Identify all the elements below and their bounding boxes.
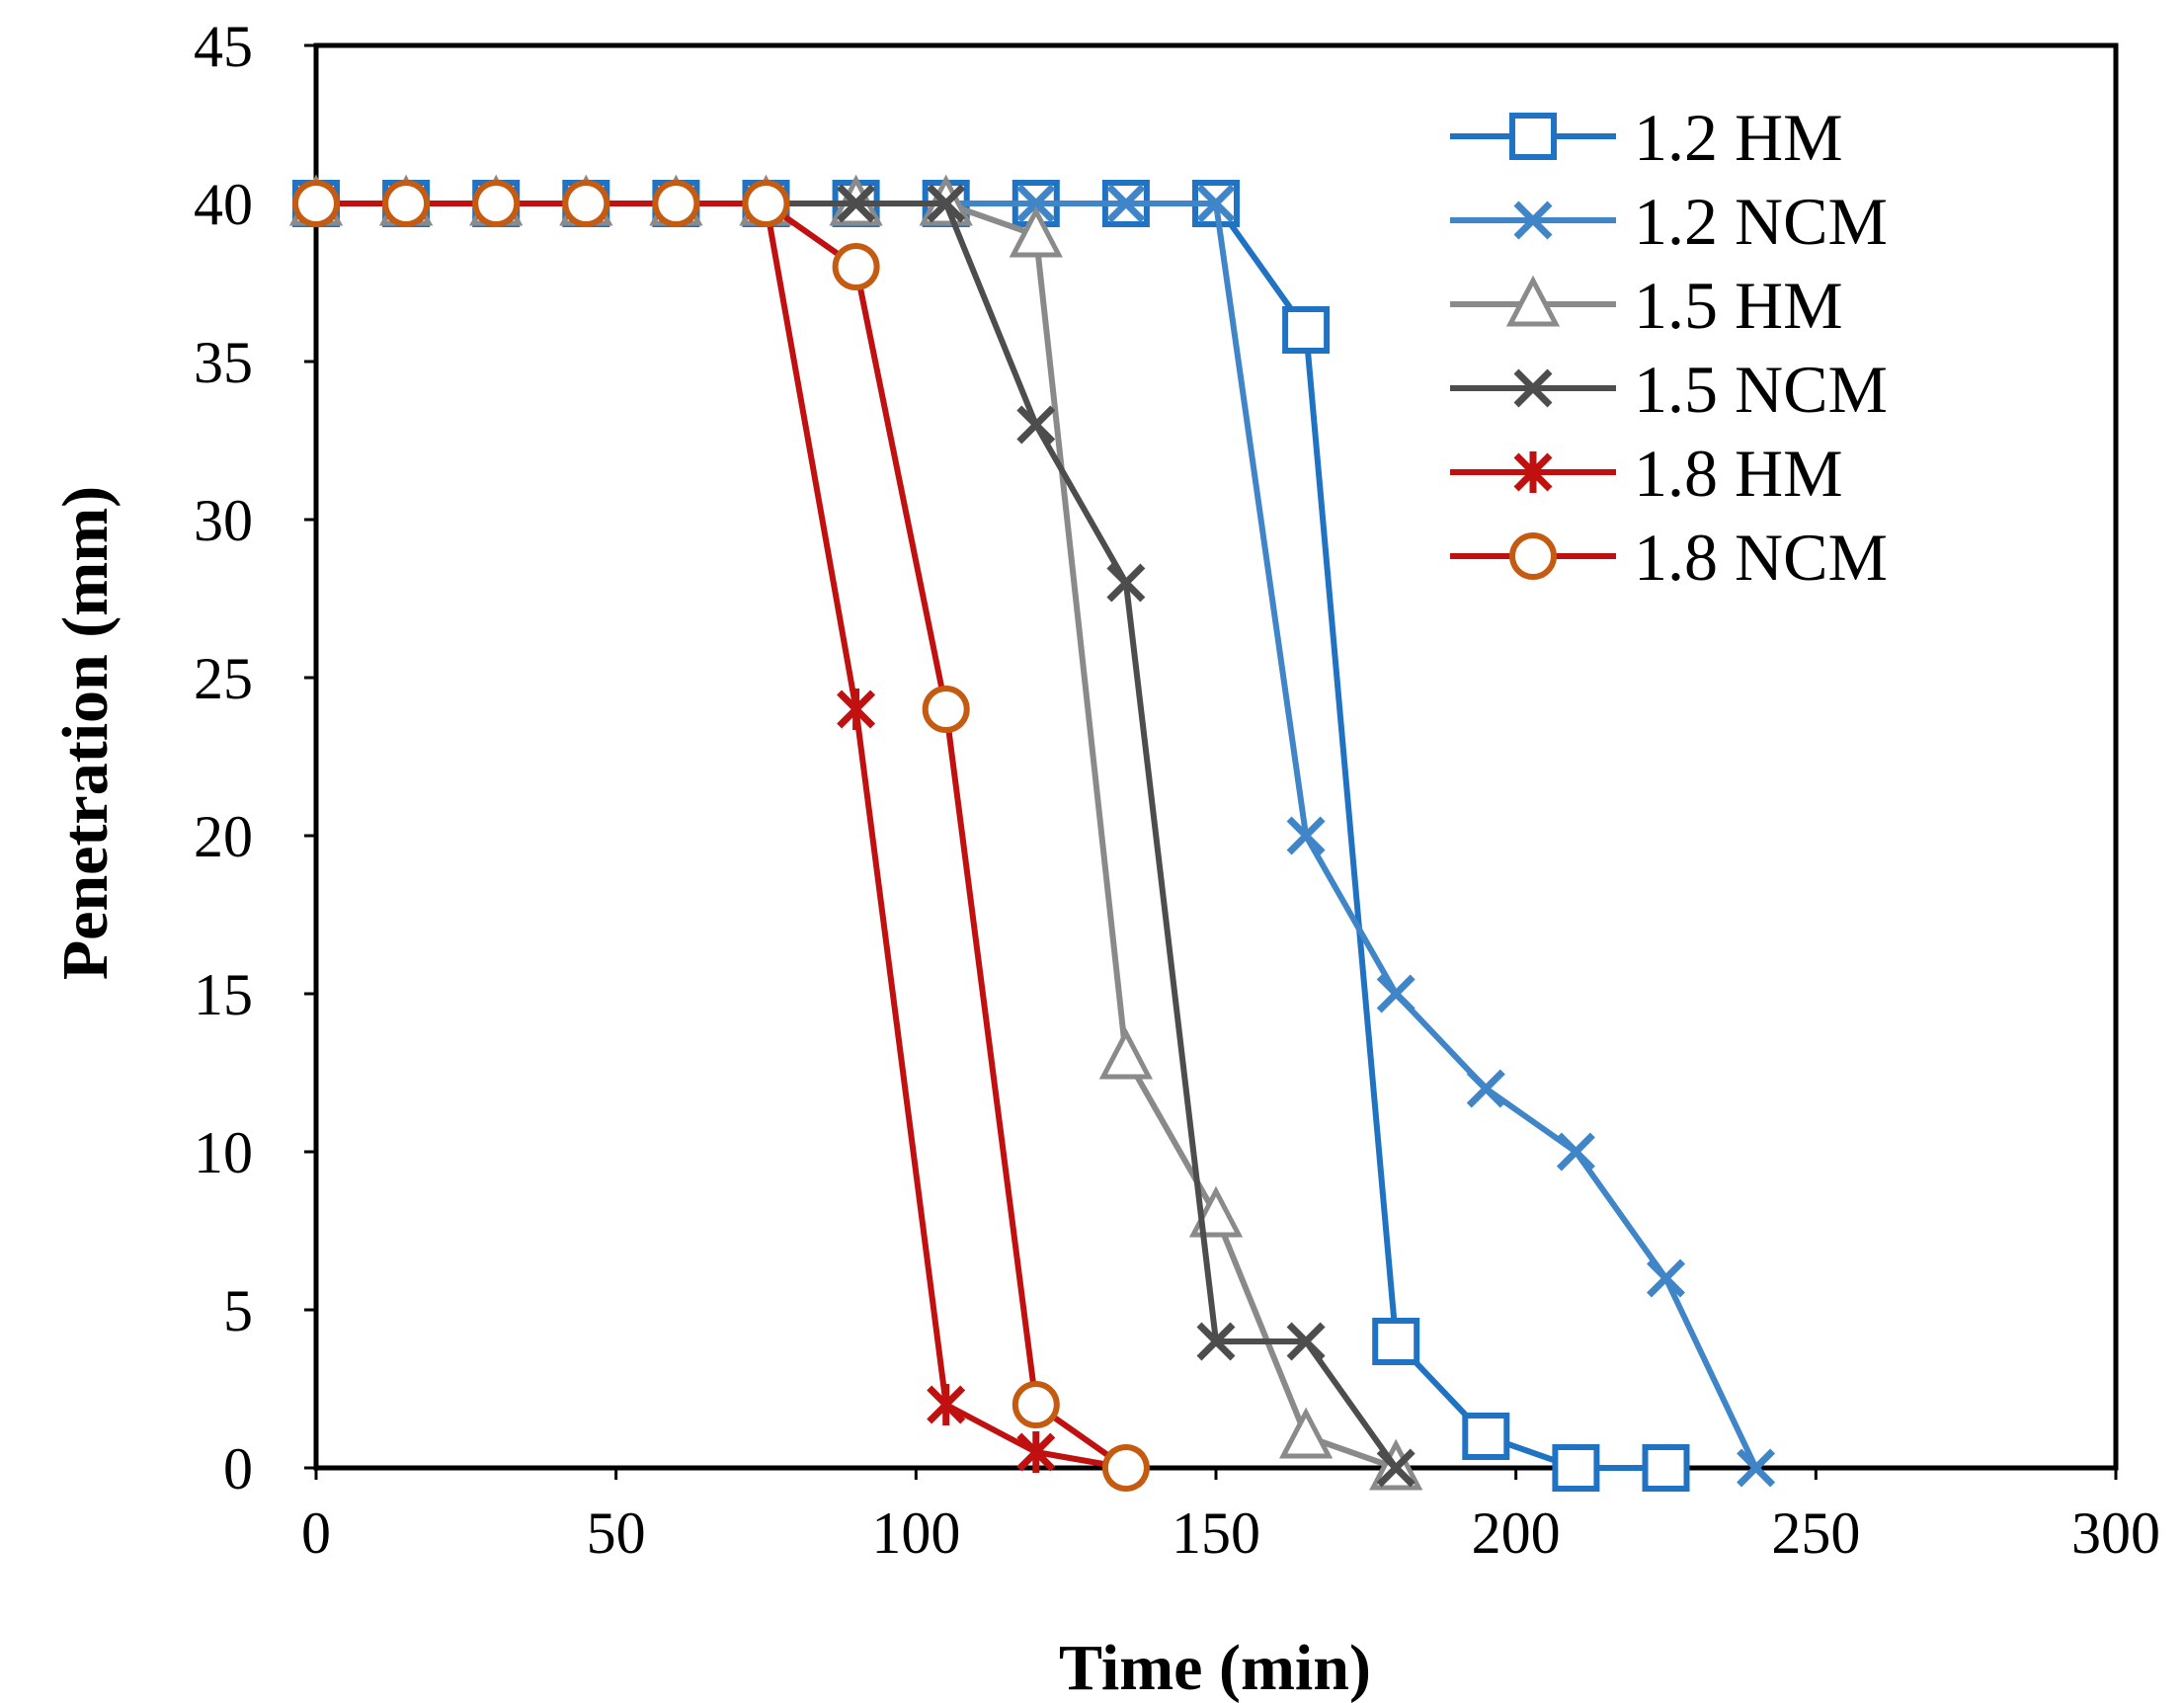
y-tick-label: 35 bbox=[194, 330, 253, 395]
data-point bbox=[1282, 306, 1331, 354]
data-point bbox=[1016, 1431, 1056, 1473]
data-point bbox=[1286, 816, 1326, 855]
y-tick-label: 40 bbox=[194, 172, 253, 237]
x-axis-title: Time (min) bbox=[1059, 1632, 1371, 1703]
y-tick-label: 5 bbox=[223, 1278, 253, 1343]
legend-swatch-marker bbox=[1513, 368, 1553, 408]
y-tick-label: 45 bbox=[194, 14, 253, 79]
y-tick-label: 20 bbox=[194, 804, 253, 869]
data-point bbox=[1556, 1132, 1595, 1172]
data-point bbox=[1196, 184, 1236, 223]
series-line bbox=[316, 201, 1128, 1471]
data-point bbox=[1376, 1448, 1416, 1488]
data-point bbox=[1106, 563, 1146, 603]
y-tick-label: 30 bbox=[194, 488, 253, 553]
data-point bbox=[1462, 1413, 1510, 1460]
data-point bbox=[1011, 1381, 1060, 1428]
legend-label: 1.8 NCM bbox=[1634, 520, 1888, 595]
data-point bbox=[1098, 1027, 1154, 1080]
x-tick-label: 250 bbox=[1771, 1500, 1860, 1566]
data-point bbox=[742, 180, 790, 227]
legend-label: 1.5 NCM bbox=[1634, 352, 1888, 427]
x-tick-label: 300 bbox=[2071, 1500, 2160, 1566]
data-point bbox=[1372, 1318, 1420, 1365]
x-tick-label: 0 bbox=[301, 1500, 331, 1566]
data-point bbox=[292, 180, 340, 227]
data-point bbox=[652, 180, 700, 227]
data-point bbox=[1642, 1444, 1690, 1492]
data-point bbox=[1737, 1448, 1776, 1488]
data-point bbox=[1278, 1407, 1334, 1459]
legend-label: 1.8 HM bbox=[1634, 436, 1843, 511]
legend-swatch-marker bbox=[1509, 532, 1557, 580]
axes: 0 50 100 150 200 250 300 0 5 10 15 20 25 30 35 40 45 bbox=[194, 14, 2160, 1566]
legend: 1.2 HM 1.2 NCM 1.5 HM 1.5 NCM 1.8 HM 1.8 NCM bbox=[1450, 100, 1888, 595]
legend-item: 1.8 NCM bbox=[1450, 520, 1888, 595]
data-point bbox=[382, 180, 431, 227]
legend-item: 1.8 HM bbox=[1450, 436, 1843, 511]
data-point bbox=[1196, 1322, 1236, 1361]
legend-item: 1.5 HM bbox=[1450, 268, 1843, 343]
legend-item: 1.5 NCM bbox=[1450, 352, 1888, 427]
data-point bbox=[472, 180, 521, 227]
legend-swatch-marker bbox=[1513, 201, 1553, 240]
data-point bbox=[927, 184, 966, 223]
data-point bbox=[562, 180, 610, 227]
data-point bbox=[837, 184, 876, 223]
data-point bbox=[927, 1384, 966, 1425]
data-point bbox=[1016, 405, 1056, 445]
legend-swatch-marker bbox=[1513, 451, 1553, 493]
data-point bbox=[922, 686, 970, 733]
series-group bbox=[288, 174, 1776, 1492]
x-tick-label: 150 bbox=[1172, 1500, 1260, 1566]
data-point bbox=[1106, 184, 1146, 223]
legend-swatch-marker bbox=[1509, 113, 1557, 160]
x-tick-label: 100 bbox=[871, 1500, 960, 1566]
data-point bbox=[1101, 1444, 1150, 1492]
x-tick-label: 200 bbox=[1472, 1500, 1561, 1566]
legend-swatch-marker bbox=[1505, 275, 1561, 327]
data-point bbox=[1009, 205, 1063, 258]
data-point bbox=[837, 689, 876, 730]
x-tick-label: 50 bbox=[587, 1500, 646, 1566]
data-point bbox=[832, 243, 880, 290]
legend-label: 1.2 NCM bbox=[1634, 184, 1888, 259]
legend-label: 1.2 HM bbox=[1634, 100, 1843, 175]
legend-label: 1.5 HM bbox=[1634, 268, 1843, 343]
data-point bbox=[1016, 184, 1056, 223]
y-tick-label: 10 bbox=[194, 1120, 253, 1185]
legend-item: 1.2 HM bbox=[1450, 100, 1843, 175]
data-point bbox=[1376, 974, 1416, 1014]
data-point bbox=[1286, 1322, 1326, 1361]
data-point bbox=[1552, 1444, 1600, 1492]
y-tick-label: 0 bbox=[223, 1436, 253, 1501]
y-tick-label: 25 bbox=[194, 646, 253, 711]
legend-item: 1.2 NCM bbox=[1450, 184, 1888, 259]
data-point bbox=[1466, 1069, 1505, 1108]
y-tick-label: 15 bbox=[194, 962, 253, 1027]
series-1-8-ncm bbox=[292, 180, 1150, 1492]
data-point bbox=[1647, 1258, 1685, 1298]
y-axis-title: Penetration (mm) bbox=[49, 486, 121, 980]
